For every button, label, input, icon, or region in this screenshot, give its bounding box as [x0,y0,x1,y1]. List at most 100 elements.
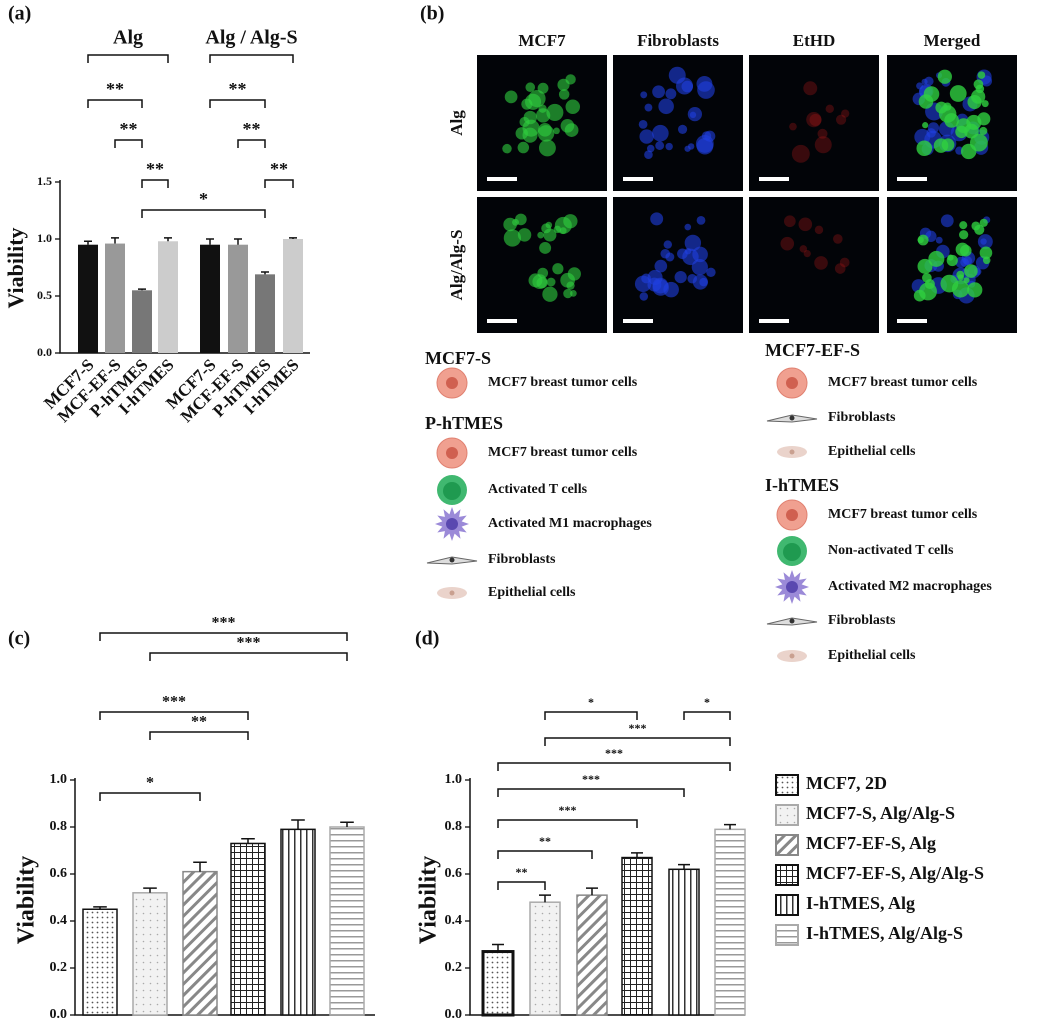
scale-bar [759,319,789,323]
cell-spot [706,267,716,278]
error-bar [206,238,214,245]
cell-spot [918,94,934,109]
error-bar [241,838,255,844]
icon [449,557,455,563]
significance-bracket [497,788,685,797]
cell-spot [940,274,959,293]
error-bar [678,863,690,870]
significance-bracket [544,737,731,746]
cell-spot [689,111,697,119]
panel-label: (a) [8,3,31,25]
column-label: Fibroblasts [637,31,719,50]
cell-spot [917,234,929,246]
significance-label: *** [559,803,577,817]
legend-item: Epithelial cells [828,648,916,663]
icon [446,377,458,389]
legend-group-title: MCF7-S [425,348,491,368]
bar [230,842,266,1016]
y-axis-label: Viability [3,227,28,308]
legend-swatch [775,804,799,826]
cell-spot [665,88,677,100]
error-bar [193,861,207,872]
cell-spot [964,264,978,278]
error-bar [289,237,297,239]
significance-label: * [704,695,710,709]
cell-spot [652,85,665,99]
y-tick-label: 1.0 [50,772,68,787]
bar [714,828,746,1016]
cell-spot [665,142,673,151]
cell-spot [799,245,808,253]
cell-spot [542,286,558,302]
micrograph [749,197,879,333]
cell-spot [924,76,934,86]
significance-bracket [149,731,249,740]
significance-label: ** [516,865,528,879]
cell-spot [677,124,688,134]
cell-spot [691,259,708,276]
scale-bar [487,319,517,323]
bar [105,243,125,353]
cell-spot [960,244,972,257]
cell-spot [638,119,648,129]
bar [668,868,700,1016]
legend-label: MCF7-EF-S, Alg/Alg-S [806,863,984,883]
scale-bar [623,177,653,181]
significance-bracket [544,711,638,720]
cell-spot [935,236,943,244]
significance-label: ** [270,159,288,179]
cell-spot [644,150,653,160]
micrograph [749,55,879,191]
icon [786,581,798,593]
icon [446,518,458,530]
y-tick-label: 1.5 [37,174,52,188]
significance-label: *** [629,721,647,735]
legend-group-title: MCF7-EF-S [765,340,860,360]
scale-bar [897,319,927,323]
cell-spot [947,254,954,261]
icon [789,449,795,455]
y-tick-label: 0.8 [445,819,463,834]
cell-spot [646,144,655,153]
legend-label: MCF7, 2D [806,773,887,793]
scale-bar [487,177,517,181]
bar [621,856,653,1016]
cell-spot [677,248,688,260]
y-tick-label: 0.2 [445,960,463,975]
y-tick-label: 0.5 [37,288,52,302]
error-bar [340,821,354,827]
cell-spot [981,75,993,87]
cell-spot [699,277,708,287]
cell-spot [658,98,674,115]
significance-label: *** [582,772,600,786]
cell-spot [559,227,567,235]
significance-bracket [209,99,266,108]
cell-spot [537,231,544,239]
y-tick-label: 0.0 [37,345,52,359]
bar [576,894,608,1016]
cell-spot [639,292,649,301]
legend-item: Fibroblasts [828,410,896,425]
cell-spot [517,228,532,242]
error-bar [724,823,736,830]
significance-bracket [497,881,546,890]
cell-spot [565,99,581,114]
panel-label: (c) [8,628,30,650]
significance-bracket [114,139,143,148]
legend-item: Fibroblasts [488,552,556,567]
row-label: Alg/Alg-S [447,230,466,301]
cell-spot [803,81,818,96]
cell-spot [937,69,952,84]
cell-spot [519,116,530,128]
cell-spot [558,89,570,100]
legend-group-title: P-hTMES [425,413,503,433]
error-bar [164,237,172,242]
legend-item: Epithelial cells [488,585,576,600]
significance-bracket [683,711,731,720]
cell-spot [938,105,957,123]
significance-label: *** [212,615,236,632]
panel-label: (b) [420,3,444,25]
cell-spot [692,246,708,263]
